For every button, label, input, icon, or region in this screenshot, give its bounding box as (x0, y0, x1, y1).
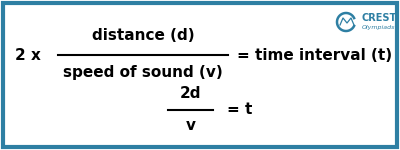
Text: 2d: 2d (180, 87, 201, 102)
Text: CREST: CREST (362, 13, 397, 23)
Text: distance (d): distance (d) (92, 28, 194, 44)
Text: v: v (186, 118, 196, 134)
Text: speed of sound (v): speed of sound (v) (63, 66, 223, 81)
Text: = t: = t (227, 102, 253, 117)
Text: 2 x: 2 x (15, 48, 41, 63)
Text: = time interval (t): = time interval (t) (238, 48, 392, 63)
Text: Olympiads: Olympiads (362, 24, 395, 30)
